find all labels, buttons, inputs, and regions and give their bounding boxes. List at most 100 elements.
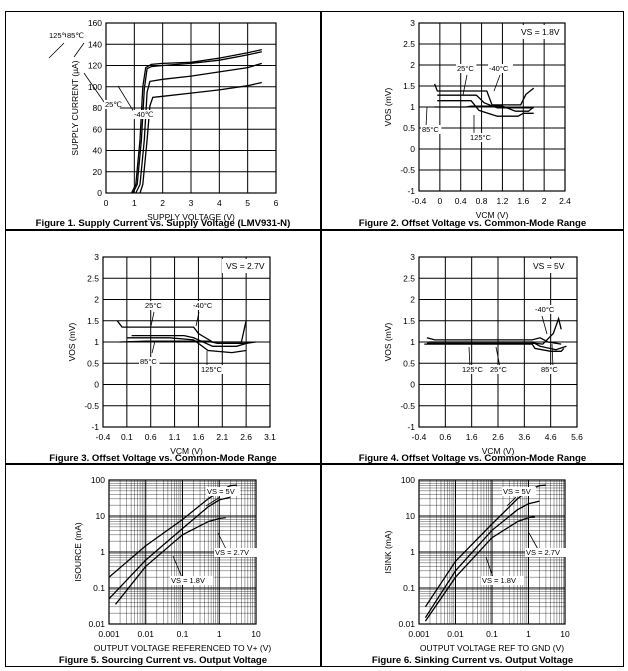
y-tick-label: 10 [96,511,106,521]
x-tick-label: 0.01 [137,629,154,639]
figure-panel-2: -0.4 0 0.4 0.8 1.2 1.6 2 2.4 -1 -0.5 0 0.5 1 1.5 2 2.5 3… [321,11,624,230]
annotation-label: -40°C [535,305,555,314]
x-tick-label: 0.001 [408,629,430,639]
annotation-bg [469,133,494,142]
annotation-bg [200,365,225,374]
x-tick-label: 10 [560,629,570,639]
y-tick-label: 1.5 [87,316,99,326]
annotation-label: 125°C [470,133,492,142]
y-tick-label: 2 [94,295,99,305]
x-tick-label: 1.6 [517,196,529,206]
plot-frame [102,256,271,428]
condition-label: VS = 1.8V [521,27,560,37]
y-tick-label: 2.5 [87,273,99,283]
figure-caption: Figure 3. Offset Voltage vs. Common-Mode… [49,453,277,464]
figure-panel-1: 0 1 2 3 4 5 6 0 20 40 60 80 100 120 140 160 125℃ 85℃ 25℃ -4… [5,11,321,230]
annotation-label: 125℃ [49,31,71,40]
plot-frame [418,22,566,192]
annotation-label: 25°C [457,64,474,73]
series-line-3 [429,341,567,351]
y-tick-label: -0.5 [400,401,415,411]
x-tick-label: 0.1 [486,629,498,639]
annotation-bg [461,365,486,374]
annotation-label: VS = 5V [503,487,531,496]
annotation-bg [540,365,561,374]
y-tick-label: 100 [88,82,102,92]
annotation-bg [206,487,241,496]
annotation-bg [192,301,217,310]
x-tick-label: 0 [104,198,109,208]
tick-labels: -0.4 0 0.4 0.8 1.2 1.6 2 2.4 -1 -0.5 0 0.5 1 1.5 2 2.5 3 [400,18,571,206]
leader-line [48,42,65,59]
y-tick-label: 0.5 [403,123,415,133]
leader-line [541,315,548,335]
annotation-bg [502,487,537,496]
y-tick-label: -1 [407,422,415,432]
x-tick-label: 4.6 [545,432,557,442]
annotation-bg [66,31,82,40]
x-tick-label: 0.4 [455,196,467,206]
y-tick-label: -1 [91,422,99,432]
x-tick-label: 3 [189,198,194,208]
y-tick-label: 10 [406,511,416,521]
x-tick-label: 5 [245,198,250,208]
y-tick-label: 100 [401,475,415,485]
annotation-label: 25℃ [105,100,122,109]
series-lines [424,484,546,622]
figure-caption: Figure 4. Offset Voltage vs. Common-Mode… [358,453,587,464]
y-axis-label: ISINK (mA) [383,530,393,573]
y-tick-label: -1 [407,186,415,196]
y-tick-label: 80 [93,103,103,113]
x-axis-label: VCM (V) [482,446,515,456]
x-tick-label: 4 [217,198,222,208]
x-tick-label: 2 [542,196,547,206]
y-tick-label: 1.5 [403,81,415,91]
figure-panel-5: 0.001 0.01 0.1 1 10 0.01 0.1 1 10 100 VS = 5V VS = … [5,464,321,667]
annotations: 25°C -40°C 85°C 125°C [421,64,513,142]
y-tick-label: 60 [93,124,103,134]
annotation-bg [481,576,525,585]
x-tick-label: 3.1 [264,432,276,442]
series-line-3 [119,340,256,344]
series-line-1 [130,48,262,194]
y-tick-label: 3 [94,252,99,262]
series-line-4 [126,337,247,354]
series-line-2 [131,334,252,347]
y-tick-label: 3 [410,18,415,28]
annotation-label: -40℃ [134,110,154,119]
y-tick-label: 120 [88,61,102,71]
annotation-label: -40°C [193,301,213,310]
annotations: VS = 5V VS = 2.7V VS = 1.8V [170,487,258,585]
series-line-2 [424,343,565,352]
leader-line [117,85,135,113]
y-tick-label: 2.5 [403,39,415,49]
x-tick-label: 1 [526,629,531,639]
x-tick-label: 2.6 [492,432,504,442]
x-tick-label: 0 [437,196,442,206]
condition-box [222,259,268,273]
x-tick-label: 1.1 [169,432,181,442]
leader-line [83,72,105,103]
series-line-3 [424,516,535,622]
annotation-label: 125°C [462,365,484,374]
series-line-4 [139,81,262,194]
series-line-2 [437,94,534,109]
y-tick-label: 0.1 [93,583,105,593]
leader-line [495,346,501,368]
y-tick-label: 0 [94,380,99,390]
leader-line [462,74,468,96]
x-tick-label: -0.4 [412,196,427,206]
figure-panel-6: 0.001 0.01 0.1 1 10 0.01 0.1 1 10 100 VS = 5V VS = … [321,464,624,667]
condition-box [529,259,575,273]
chart-2: -0.4 0 0.4 0.8 1.2 1.6 2 2.4 -1 -0.5 0 0.5 1 1.5 2 2.5 3… [383,18,571,220]
annotation-leaders [425,74,501,136]
y-tick-label: 0.01 [398,619,415,629]
y-tick-label: 0 [410,380,415,390]
series-lines [424,316,567,352]
y-tick-label: 1 [410,102,415,112]
x-axis-label: OUTPUT VOLTAGE REFERENCED TO V+ (V) [94,643,272,653]
annotation-bg [489,365,510,374]
annotation-leaders [150,311,208,368]
y-tick-label: 1.5 [403,316,415,326]
